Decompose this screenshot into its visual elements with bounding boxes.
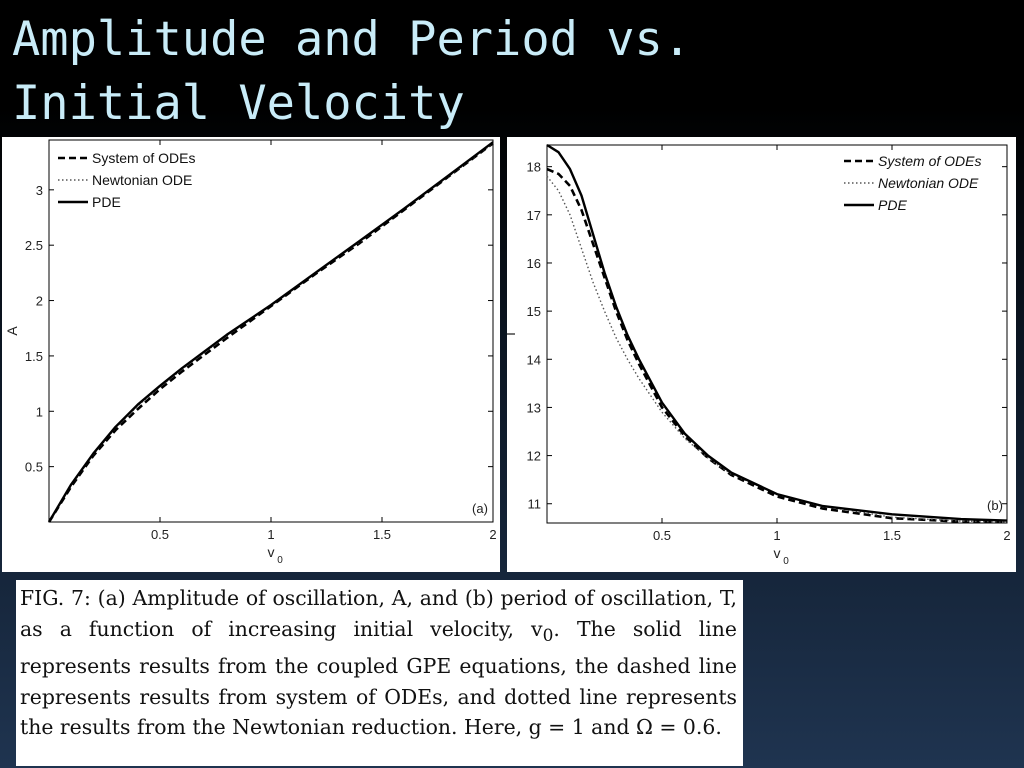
amplitude-y-axis-label: A: [4, 326, 20, 336]
slide-title-line-2: Initial Velocity: [12, 76, 465, 131]
period-x-tick-label: 0.5: [653, 528, 671, 543]
period-plot-frame: [546, 144, 1008, 524]
amplitude-y-tick-label: 3: [36, 183, 43, 198]
slide-title-line-1: Amplitude and Period vs.: [12, 12, 692, 67]
period-y-tick-label: 13: [527, 400, 541, 415]
caption-text-2: . The solid line represents results from…: [20, 616, 737, 740]
amplitude-x-tick-label: 2: [489, 527, 496, 542]
period-series-newtonian-ode: [546, 175, 1008, 523]
caption-subscript: 0: [542, 625, 554, 646]
period-chart-panel: 0.5 1 1.5 2 11 12 13 14 15 16 17 18 v0 T System of ODE…: [507, 137, 1016, 572]
amplitude-y-tick-label: 0.5: [25, 460, 43, 475]
amplitude-legend-label: PDE: [92, 194, 121, 210]
caption-text-1: FIG. 7: (a) Amplitude of oscillation, A,…: [20, 586, 737, 641]
amplitude-y-tick-label: 1.5: [25, 349, 43, 364]
period-x-axis-label-subscript: 0: [783, 556, 789, 567]
amplitude-y-tick-label: 2: [36, 294, 43, 309]
amplitude-y-tick-label: 1: [36, 404, 43, 419]
slide-title: Amplitude and Period vs. Initial Velocit…: [12, 8, 1012, 136]
period-legend-label: PDE: [878, 197, 907, 213]
period-series-pde: [546, 143, 1008, 522]
period-y-tick-label: 18: [527, 160, 541, 175]
amplitude-y-tick-label: 2.5: [25, 238, 43, 253]
period-y-tick-label: 16: [527, 256, 541, 271]
period-x-tick-label: 2: [1003, 528, 1010, 543]
period-y-axis-label: T: [507, 329, 518, 338]
period-legend-label: System of ODEs: [878, 153, 981, 169]
amplitude-chart: 0.5 1 1.5 2 0.5 1 1.5 2 2.5 3 v0 A System of ODEs New…: [4, 139, 497, 566]
figure-caption: FIG. 7: (a) Amplitude of oscillation, A,…: [16, 580, 743, 766]
period-legend-label: Newtonian ODE: [878, 175, 979, 191]
period-x-tick-label: 1.5: [883, 528, 901, 543]
amplitude-chart-panel: 0.5 1 1.5 2 0.5 1 1.5 2 2.5 3 v 0 A System of ODEs New…: [2, 137, 500, 572]
amplitude-x-axis-label: v: [268, 544, 275, 560]
amplitude-series-pde: [47, 141, 494, 523]
amplitude-x-tick-label: 1.5: [373, 527, 391, 542]
period-y-tick-label: 17: [527, 208, 541, 223]
amplitude-legend-label: Newtonian ODE: [92, 172, 192, 188]
period-y-tick-label: 14: [527, 352, 541, 367]
amplitude-x-tick-label: 0.5: [151, 527, 169, 542]
period-series-system-of-odes: [546, 167, 1008, 524]
period-chart: 0.5 1 1.5 2 11 12 13 14 15 16 17 18 v0 T System of ODE…: [507, 143, 1011, 567]
amplitude-legend-label: System of ODEs: [92, 150, 195, 166]
period-x-tick-label: 1: [773, 528, 780, 543]
amplitude-panel-label: (a): [472, 501, 488, 516]
amplitude-x-axis-label-subscript: 0: [277, 555, 283, 566]
period-y-tick-label: 15: [527, 304, 541, 319]
period-panel-label: (b): [987, 498, 1003, 513]
period-y-tick-label: 11: [528, 497, 542, 512]
amplitude-x-tick-label: 1: [267, 527, 274, 542]
period-x-axis-label: v: [774, 545, 781, 561]
period-y-tick-label: 12: [527, 449, 541, 464]
